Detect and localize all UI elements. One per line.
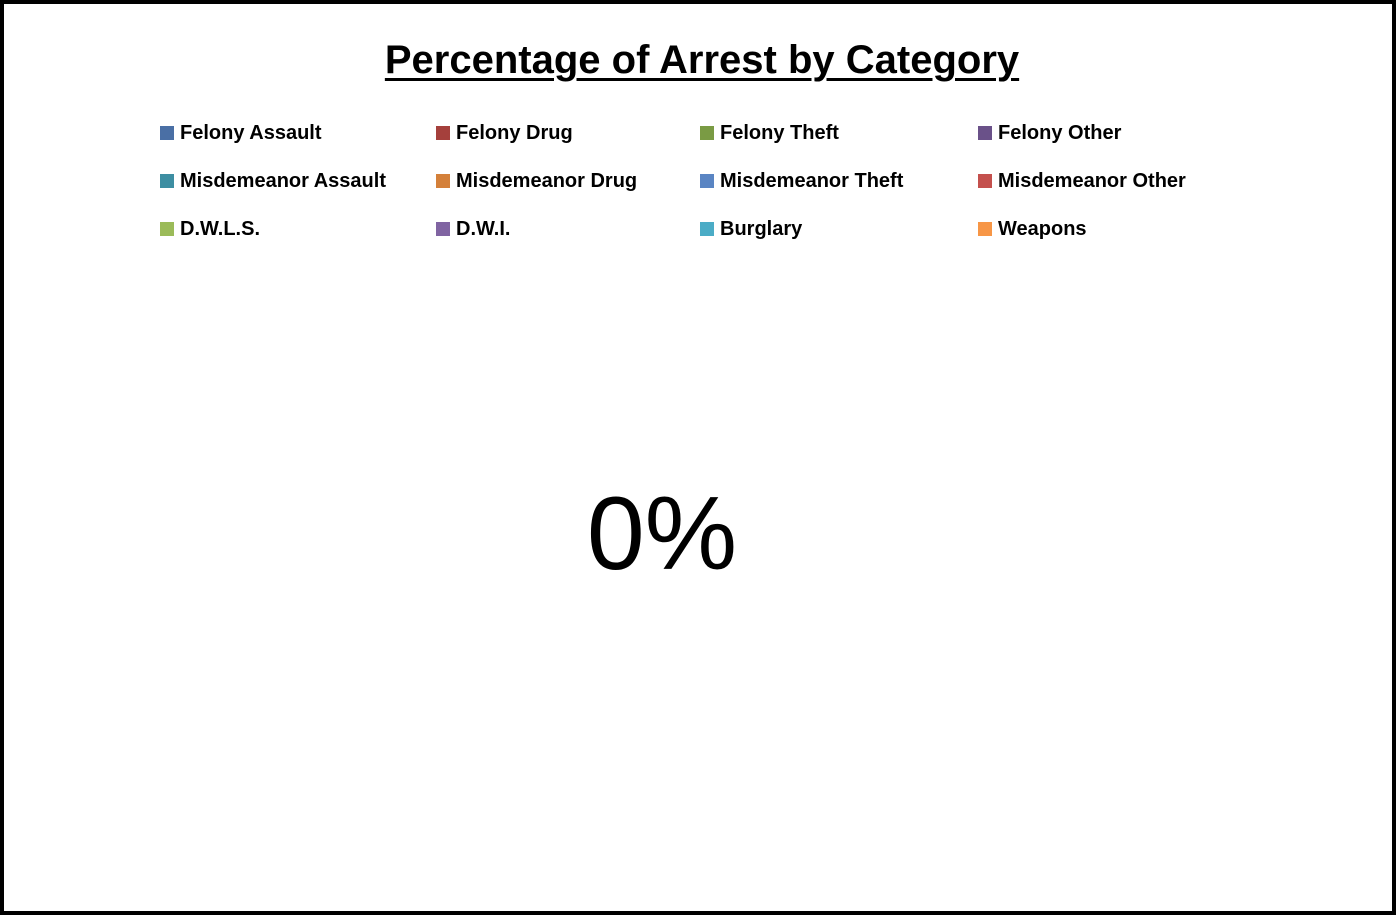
legend-label: Burglary xyxy=(720,217,803,240)
legend-label: Misdemeanor Theft xyxy=(720,169,904,192)
legend-item: Misdemeanor Theft xyxy=(700,164,903,198)
legend-label: Felony Assault xyxy=(180,121,322,144)
legend-item: Misdemeanor Drug xyxy=(436,164,637,198)
legend-swatch xyxy=(160,174,174,188)
legend-item: Weapons xyxy=(978,212,1087,246)
legend-label: Misdemeanor Assault xyxy=(180,169,386,192)
legend-label: Weapons xyxy=(998,217,1087,240)
legend-swatch xyxy=(160,222,174,236)
legend-swatch xyxy=(978,222,992,236)
legend-item: Misdemeanor Assault xyxy=(160,164,386,198)
legend-label: Felony Drug xyxy=(456,121,573,144)
legend-swatch xyxy=(160,126,174,140)
legend-swatch xyxy=(700,126,714,140)
legend-swatch xyxy=(978,126,992,140)
legend-item: D.W.L.S. xyxy=(160,212,260,246)
legend-label: Misdemeanor Other xyxy=(998,169,1186,192)
legend-item: Felony Assault xyxy=(160,116,322,150)
legend-swatch xyxy=(978,174,992,188)
legend-label: Felony Theft xyxy=(720,121,839,144)
chart-legend: Felony Assault Felony Drug Felony Theft Fel… xyxy=(160,116,1260,252)
legend-item: Felony Other xyxy=(978,116,1121,150)
legend-item: Felony Theft xyxy=(700,116,839,150)
legend-swatch xyxy=(700,222,714,236)
legend-label: Felony Other xyxy=(998,121,1122,144)
legend-label: D.W.L.S. xyxy=(180,217,260,240)
legend-swatch xyxy=(436,222,450,236)
legend-label: D.W.I. xyxy=(456,217,511,240)
legend-item: Misdemeanor Other xyxy=(978,164,1186,198)
legend-item: Burglary xyxy=(700,212,802,246)
legend-item: Felony Drug xyxy=(436,116,573,150)
legend-label: Misdemeanor Drug xyxy=(456,169,638,192)
legend-swatch xyxy=(436,174,450,188)
chart-title: Percentage of Arrest by Category xyxy=(384,38,1020,82)
legend-item: D.W.I. xyxy=(436,212,510,246)
legend-swatch xyxy=(700,174,714,188)
legend-swatch xyxy=(436,126,450,140)
pie-data-label: 0% xyxy=(586,476,738,592)
